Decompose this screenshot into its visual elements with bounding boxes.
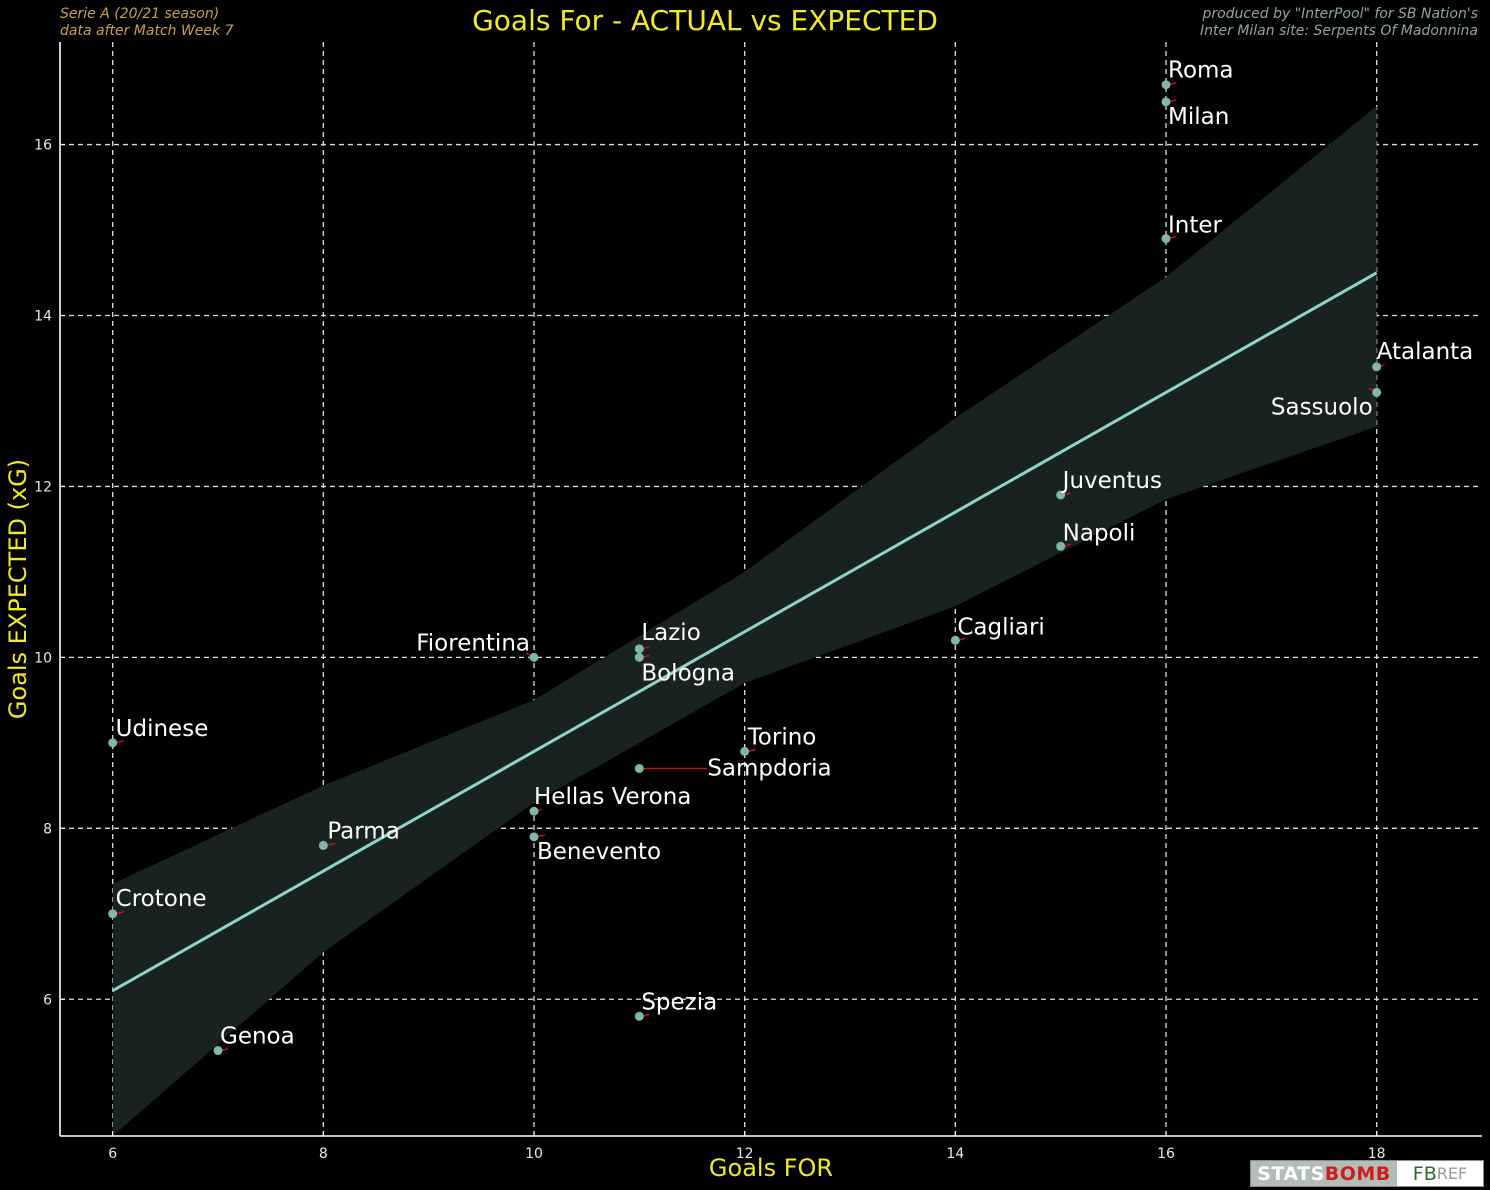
data-point: Cagliari [950,614,1045,645]
team-label: Sassuolo [1271,394,1373,420]
credit-note: produced by "InterPool" for SB Nation's … [1200,6,1478,40]
point-marker [529,832,539,842]
data-point: Torino [740,724,816,756]
x-axis-label: Goals FOR [708,1154,834,1182]
data-point: Bologna [634,652,735,686]
point-marker [1372,387,1382,397]
point-marker [634,1011,644,1021]
team-label: Hellas Verona [534,784,691,810]
point-marker [108,738,118,748]
team-label: Benevento [537,839,661,865]
team-label: Napoli [1063,520,1136,546]
y-tick-label: 14 [34,309,52,325]
team-label: Bologna [641,660,735,686]
y-tick-label: 6 [43,992,52,1008]
statsbomb-logo: STATS BOMB [1251,1161,1397,1186]
point-marker [634,644,644,654]
y-tick-label: 8 [43,821,52,837]
data-point: Benevento [529,832,661,865]
team-label: Crotone [116,886,207,912]
credit-note-line1: produced by "InterPool" for SB Nation's [1202,6,1478,22]
y-axis-label: Goals EXPECTED (xG) [4,458,32,720]
data-point: Juventus [1056,468,1162,500]
point-marker [1372,362,1382,372]
team-label: Genoa [220,1024,295,1050]
point-marker [1161,234,1171,244]
point-marker [318,840,328,850]
team-label: Sampdoria [707,755,831,781]
team-label: Atalanta [1377,339,1474,365]
team-label: Udinese [116,716,209,742]
x-tick-label: 6 [108,1146,117,1162]
x-tick-label: 16 [1157,1146,1175,1162]
data-point: Spezia [634,989,717,1021]
x-tick-label: 12 [736,1146,754,1162]
fbref-logo-part2: REF [1436,1164,1468,1183]
statsbomb-logo-part1: STATS [1257,1162,1325,1185]
data-point: Lazio [634,620,701,654]
point-marker [529,806,539,816]
team-label: Juventus [1061,468,1162,494]
data-point: Inter [1161,213,1223,244]
axes [59,42,1482,1137]
point-marker [634,652,644,662]
credit-note-line2: Inter Milan site: Serpents Of Madonnina [1200,23,1478,39]
point-marker [950,635,960,645]
season-note-line2: data after Match Week 7 [60,23,234,39]
season-note-line1: Serie A (20/21 season) [60,6,220,22]
point-marker [740,746,750,756]
fbref-logo: FB REF [1397,1161,1483,1186]
data-point: Genoa [213,1024,295,1056]
point-marker [529,652,539,662]
source-logos: STATS BOMB FB REF [1250,1160,1484,1187]
data-point: Napoli [1056,520,1135,551]
y-tick-label: 10 [34,650,52,666]
data-point: Fiorentina [416,630,539,662]
team-label: Torino [747,724,817,750]
point-marker [108,909,118,919]
data-point: Hellas Verona [529,784,691,816]
data-point: Roma [1161,58,1234,90]
team-label: Parma [327,818,399,844]
data-point: Milan [1161,97,1229,130]
data-point: Udinese [108,716,208,748]
y-tick-label: 16 [34,138,52,154]
x-tick-label: 18 [1368,1146,1386,1162]
point-marker [213,1046,223,1056]
team-label: Cagliari [957,614,1044,640]
point-marker [1161,80,1171,90]
team-label: Milan [1168,104,1229,130]
annotation-arrow [326,842,336,847]
point-marker [1056,490,1066,500]
team-label: Inter [1168,213,1223,239]
y-tick-label: 12 [34,479,52,495]
x-tick-label: 14 [946,1146,964,1162]
data-point: Crotone [108,886,207,919]
data-point: Atalanta [1372,339,1473,372]
data-points: Roma Milan Inter Atalanta Sassuolo Juventus Na… [108,58,1473,1056]
confidence-band [112,106,1377,1136]
statsbomb-logo-part2: BOMB [1324,1162,1391,1185]
x-tick-label: 10 [525,1146,543,1162]
point-marker [1056,541,1066,551]
team-label: Lazio [641,620,700,646]
point-marker [634,763,644,773]
fbref-logo-part1: FB [1412,1162,1437,1185]
point-marker [1161,97,1171,107]
team-label: Fiorentina [416,630,530,656]
team-label: Spezia [641,989,717,1015]
team-label: Roma [1168,58,1234,84]
x-tick-label: 8 [319,1146,328,1162]
data-point: Parma [318,818,400,850]
chart-title: Goals For - ACTUAL vs EXPECTED [472,4,938,37]
tick-labels: 6 8 10 12 14 16 18 6 8 10 12 14 16 [34,138,1385,1162]
data-point: Sampdoria [634,755,832,781]
data-point: Sassuolo [1271,387,1382,420]
regression-line [111,271,1378,993]
season-note: Serie A (20/21 season) data after Match … [60,6,234,40]
